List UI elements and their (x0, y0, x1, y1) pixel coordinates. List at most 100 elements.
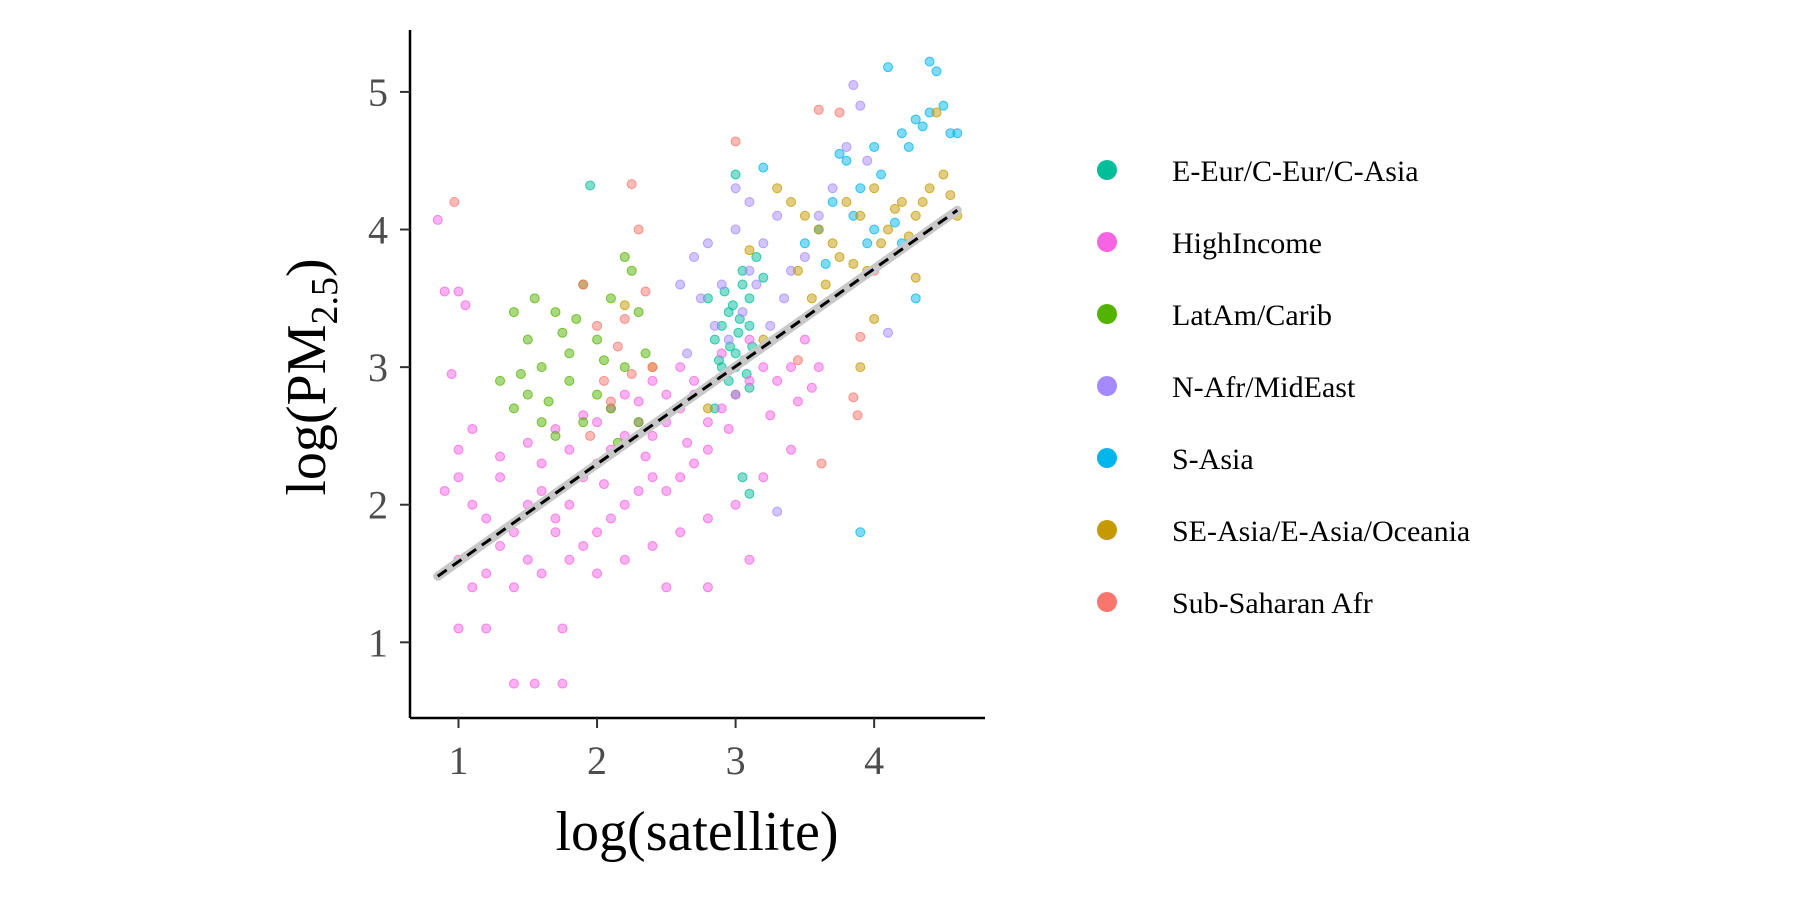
data-point (682, 437, 693, 448)
data-point (695, 293, 706, 304)
data-point (883, 224, 894, 235)
data-point (834, 252, 845, 263)
data-point (709, 334, 720, 345)
data-point (876, 169, 887, 180)
data-point (647, 541, 658, 551)
data-point (626, 179, 637, 190)
data-point (529, 678, 540, 689)
data-point (481, 513, 492, 524)
data-point (910, 114, 921, 125)
data-point (716, 279, 727, 290)
data-point (675, 362, 686, 373)
data-point (619, 300, 630, 311)
data-point (449, 197, 460, 207)
y-tick-label: 5 (368, 70, 388, 115)
data-point (765, 320, 776, 331)
data-point (869, 313, 880, 324)
data-point (716, 403, 727, 414)
data-point (557, 623, 568, 634)
y-axis-title-suffix: ) (276, 258, 338, 277)
data-point (827, 238, 838, 249)
data-point (675, 472, 686, 483)
data-point (744, 265, 755, 276)
data-point (730, 183, 741, 194)
data-point (792, 355, 803, 366)
x-tick-label: 1 (448, 738, 468, 783)
data-point (453, 286, 464, 297)
x-tick-label: 2 (587, 738, 607, 783)
data-point (737, 472, 748, 483)
data-point (772, 506, 783, 517)
data-point (550, 307, 561, 318)
data-point (682, 348, 693, 359)
data-point (647, 362, 658, 373)
data-point (550, 513, 561, 524)
data-point (467, 582, 478, 593)
data-point (515, 369, 526, 379)
data-point (827, 183, 838, 194)
data-point (931, 107, 942, 118)
y-tick-label: 4 (368, 208, 388, 253)
data-point (536, 417, 547, 428)
data-point (758, 272, 769, 283)
data-point (495, 451, 506, 462)
data-point (536, 458, 547, 469)
data-point (834, 148, 845, 159)
data-point (585, 180, 596, 191)
data-point (522, 334, 533, 345)
data-point (889, 217, 900, 228)
data-point (938, 100, 949, 111)
data-point (848, 258, 859, 269)
data-point (772, 375, 783, 386)
y-tick-label: 3 (368, 345, 388, 390)
data-point (786, 362, 797, 373)
legend-label: LatAm/Carib (1172, 299, 1332, 332)
data-point (938, 169, 949, 180)
data-point (702, 582, 713, 593)
data-point (744, 197, 755, 207)
data-point (543, 396, 554, 407)
data-point (917, 121, 928, 132)
data-point (852, 410, 863, 421)
data-point (744, 293, 755, 304)
y-axis-ticks: 1 2 3 4 5 (368, 70, 410, 665)
data-point (439, 286, 450, 297)
data-point (855, 183, 866, 194)
data-point (689, 458, 700, 469)
data-point (619, 252, 630, 263)
data-point (536, 485, 547, 496)
data-point (446, 369, 457, 379)
data-point (910, 293, 921, 304)
data-point (758, 238, 769, 249)
fit-line (436, 209, 959, 578)
data-point (820, 258, 831, 269)
data-point (709, 320, 720, 331)
data-point (529, 293, 540, 304)
data-point (592, 334, 603, 345)
data-point (896, 197, 907, 207)
data-point (689, 252, 700, 263)
data-point (675, 279, 686, 290)
data-point (585, 430, 596, 441)
data-point (765, 410, 776, 421)
data-point (924, 183, 935, 194)
data-point (730, 389, 741, 400)
data-point (786, 444, 797, 455)
data-point (862, 155, 873, 166)
data-point (453, 472, 464, 483)
data-point (799, 238, 810, 249)
data-point (889, 203, 900, 214)
data-point (813, 362, 824, 373)
data-point (758, 362, 769, 373)
data-point (626, 265, 637, 276)
data-point (640, 451, 651, 462)
data-point (737, 307, 748, 318)
data-point (647, 375, 658, 386)
data-point (460, 300, 471, 311)
data-point (772, 210, 783, 221)
data-point (869, 141, 880, 152)
data-point (633, 307, 644, 318)
data-point (931, 66, 942, 77)
data-point (862, 238, 873, 249)
